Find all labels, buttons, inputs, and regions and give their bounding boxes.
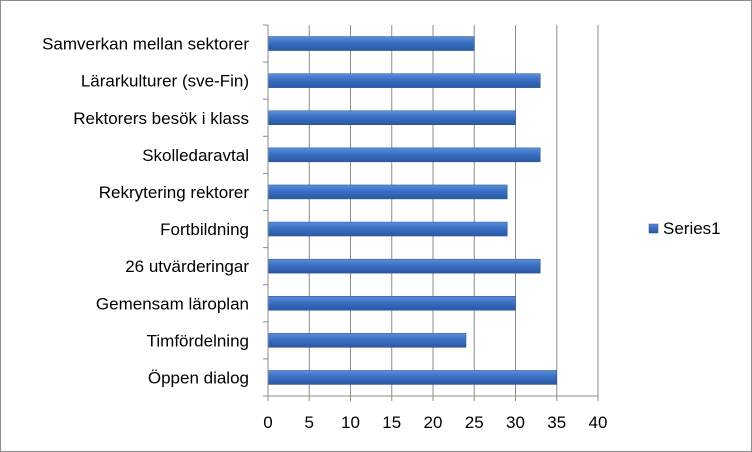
bar-1 xyxy=(267,73,541,88)
bar-3 xyxy=(267,147,541,163)
x-tick-label: 30 xyxy=(506,413,525,432)
x-tick-label: 0 xyxy=(263,413,272,432)
x-tick-label: 20 xyxy=(424,413,443,432)
bars xyxy=(267,36,557,385)
category-label: Lärarkulturer (sve-Fin) xyxy=(81,72,249,91)
bar-4 xyxy=(267,184,508,200)
category-label: 26 utvärderingar xyxy=(125,257,249,276)
bar-0 xyxy=(267,36,475,51)
x-tick-labels: 0 5 10 15 20 25 30 35 40 xyxy=(263,413,607,432)
x-tick-label: 10 xyxy=(341,413,360,432)
x-tick-label: 5 xyxy=(305,413,314,432)
x-tick-label: 15 xyxy=(382,413,401,432)
bar-5 xyxy=(267,221,508,237)
x-tick-label: 40 xyxy=(589,413,608,432)
legend-label: Series1 xyxy=(663,219,721,238)
bar-6 xyxy=(267,258,541,274)
bar-9 xyxy=(267,370,557,385)
legend: Series1 xyxy=(648,219,721,238)
category-label: Gemensam läroplan xyxy=(96,294,249,313)
bar-2 xyxy=(267,110,516,125)
bar-7 xyxy=(267,296,516,311)
x-tick-label: 35 xyxy=(547,413,566,432)
x-tick-label: 25 xyxy=(465,413,484,432)
category-label: Rekrytering rektorer xyxy=(99,183,250,202)
bar-8 xyxy=(267,333,467,348)
category-label: Timfördelning xyxy=(147,331,249,350)
legend-swatch xyxy=(648,223,659,234)
category-label: Rektorers besök i klass xyxy=(73,109,249,128)
category-labels: Samverkan mellan sektorer Lärarkulturer (… xyxy=(42,35,249,388)
category-label: Skolledaravtal xyxy=(142,146,249,165)
category-label: Fortbildning xyxy=(160,220,249,239)
category-label: Öppen dialog xyxy=(148,368,249,387)
category-label: Samverkan mellan sektorer xyxy=(42,35,249,54)
axes xyxy=(263,24,599,401)
